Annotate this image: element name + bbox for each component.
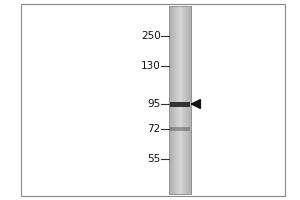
FancyBboxPatch shape — [21, 4, 285, 196]
Polygon shape — [191, 100, 200, 108]
FancyBboxPatch shape — [171, 6, 172, 194]
Text: 95: 95 — [147, 99, 161, 109]
FancyBboxPatch shape — [183, 6, 184, 194]
FancyBboxPatch shape — [170, 6, 171, 194]
FancyBboxPatch shape — [176, 6, 177, 194]
FancyBboxPatch shape — [173, 6, 174, 194]
FancyBboxPatch shape — [186, 6, 187, 194]
FancyBboxPatch shape — [182, 6, 183, 194]
Text: 55: 55 — [147, 154, 161, 164]
FancyBboxPatch shape — [181, 6, 182, 194]
FancyBboxPatch shape — [175, 6, 176, 194]
FancyBboxPatch shape — [180, 6, 181, 194]
FancyBboxPatch shape — [187, 6, 188, 194]
FancyBboxPatch shape — [184, 6, 185, 194]
FancyBboxPatch shape — [172, 6, 173, 194]
Text: 72: 72 — [147, 124, 161, 134]
FancyBboxPatch shape — [188, 6, 189, 194]
FancyBboxPatch shape — [169, 6, 190, 194]
Text: 130: 130 — [141, 61, 160, 71]
Text: 250: 250 — [141, 31, 160, 41]
FancyBboxPatch shape — [170, 102, 190, 106]
FancyBboxPatch shape — [179, 6, 180, 194]
FancyBboxPatch shape — [177, 6, 178, 194]
FancyBboxPatch shape — [189, 6, 190, 194]
FancyBboxPatch shape — [169, 6, 170, 194]
FancyBboxPatch shape — [178, 6, 179, 194]
FancyBboxPatch shape — [174, 6, 175, 194]
FancyBboxPatch shape — [185, 6, 186, 194]
FancyBboxPatch shape — [170, 127, 190, 131]
